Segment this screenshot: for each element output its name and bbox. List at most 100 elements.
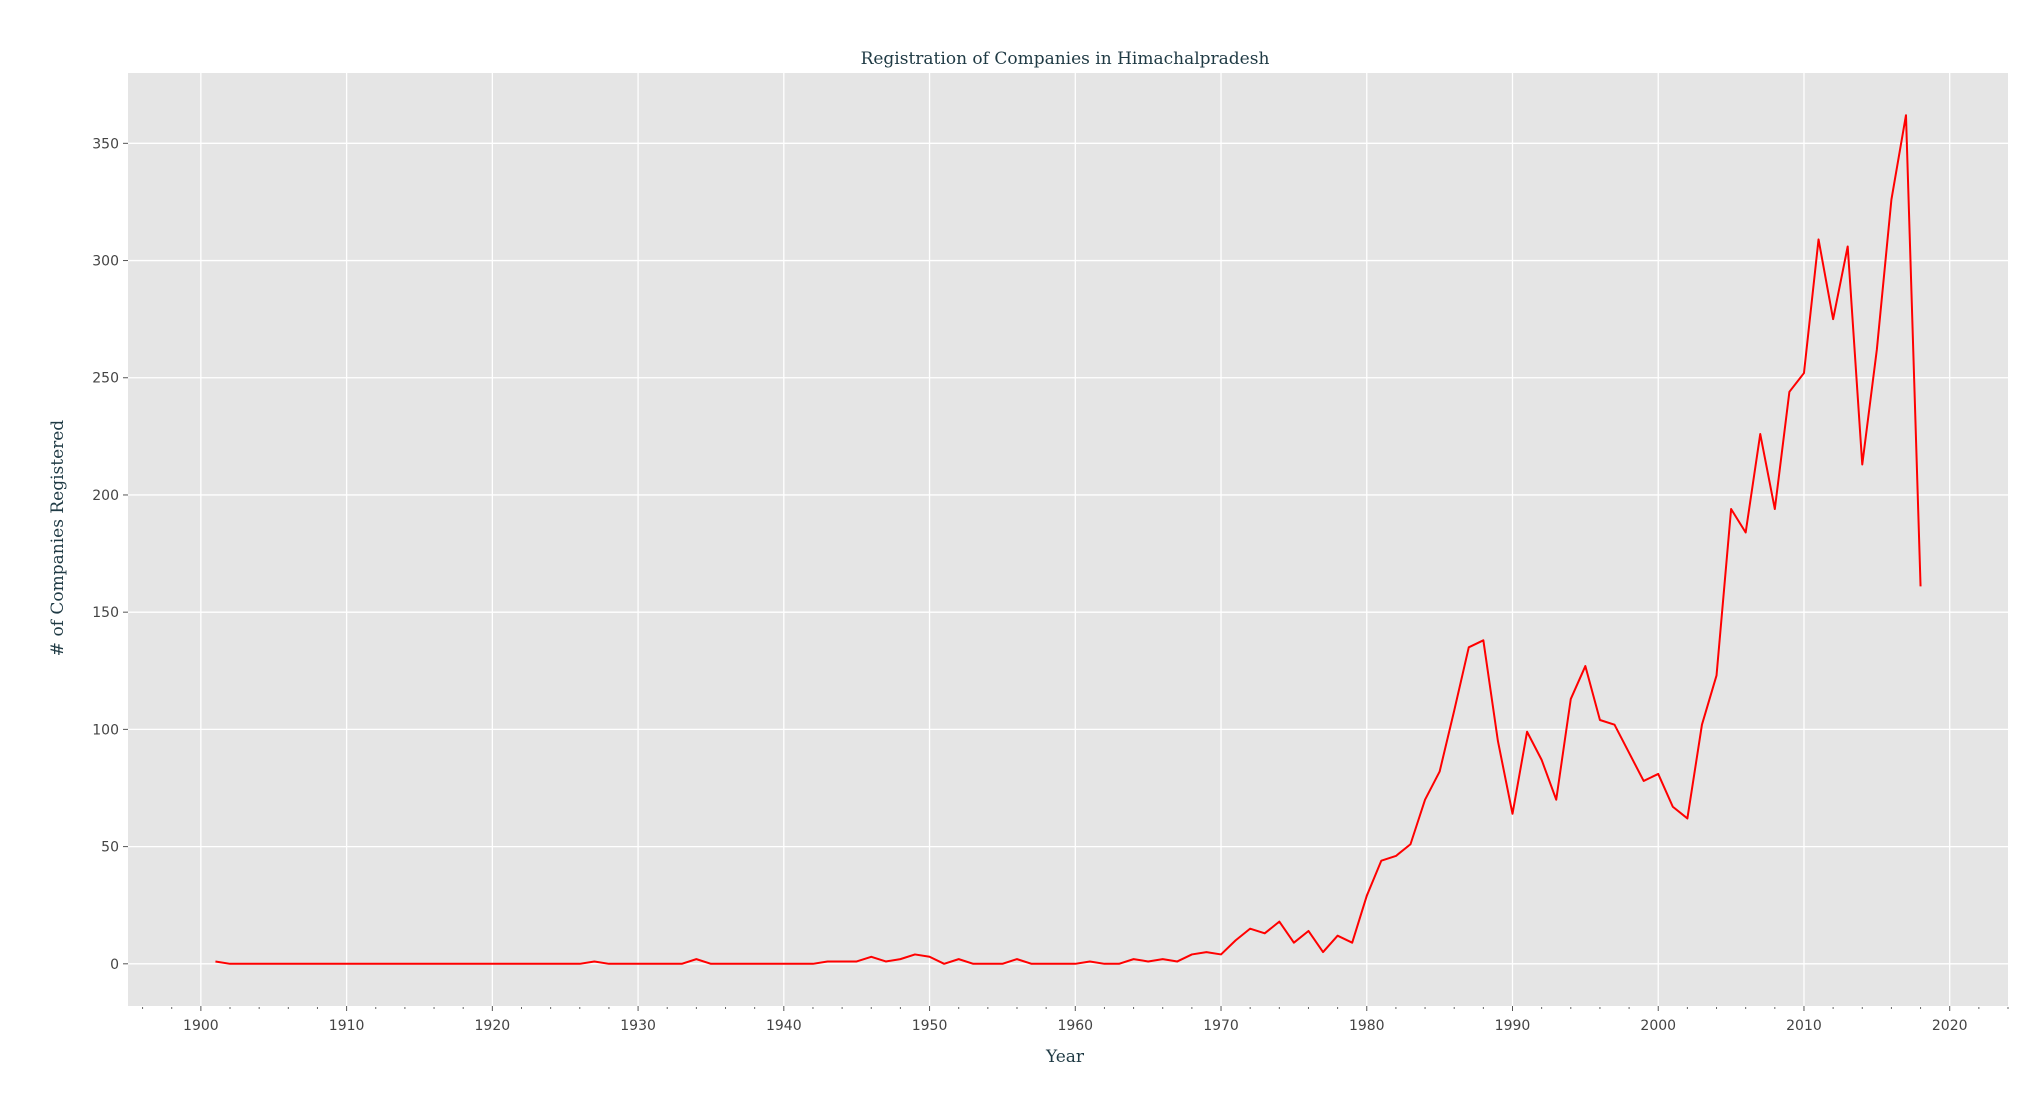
data-point xyxy=(594,961,596,963)
data-point xyxy=(1876,349,1878,351)
data-point xyxy=(1483,640,1485,642)
data-point xyxy=(1439,771,1441,773)
data-point xyxy=(375,963,377,965)
data-point xyxy=(1366,895,1368,897)
data-point xyxy=(1133,958,1135,960)
data-point xyxy=(652,963,654,965)
data-point xyxy=(1526,731,1528,733)
x-tick-label: 1910 xyxy=(329,1018,365,1034)
data-point xyxy=(1701,724,1703,726)
series-line-0 xyxy=(215,114,1922,965)
data-point xyxy=(1002,963,1004,965)
data-point xyxy=(433,963,435,965)
data-point xyxy=(666,963,668,965)
y-tick-label: 350 xyxy=(92,136,119,152)
data-point xyxy=(360,963,362,965)
data-point xyxy=(1541,759,1543,761)
data-point xyxy=(696,958,698,960)
data-point xyxy=(1351,942,1353,944)
data-point xyxy=(1861,464,1863,466)
y-tick-label: 250 xyxy=(92,371,119,387)
data-point xyxy=(1322,951,1324,953)
data-point xyxy=(302,963,304,965)
data-point xyxy=(1235,940,1237,942)
data-point xyxy=(1759,433,1761,435)
series-layer xyxy=(215,114,1922,965)
data-point xyxy=(535,963,537,965)
x-tick-label: 1900 xyxy=(183,1018,219,1034)
data-point xyxy=(1672,806,1674,808)
data-point xyxy=(900,958,902,960)
data-point xyxy=(1016,958,1018,960)
data-point xyxy=(710,963,712,965)
data-point xyxy=(870,956,872,958)
data-point xyxy=(1395,855,1397,857)
data-point xyxy=(1191,954,1193,956)
data-point xyxy=(1453,710,1455,712)
data-point xyxy=(972,963,974,965)
data-point xyxy=(317,963,319,965)
data-point xyxy=(783,963,785,965)
data-point xyxy=(812,963,814,965)
x-tick-label: 1920 xyxy=(475,1018,511,1034)
data-point xyxy=(1657,773,1659,775)
tick-labels: 1900 1910 1920 1930 1940 1950 1960 1970 1980 1990… xyxy=(92,136,1967,1034)
data-point xyxy=(1555,799,1557,801)
data-point xyxy=(506,963,508,965)
data-point xyxy=(943,963,945,965)
data-point xyxy=(987,963,989,965)
data-point xyxy=(1249,928,1251,930)
data-point xyxy=(1585,665,1587,667)
x-tick-label: 1930 xyxy=(620,1018,656,1034)
x-axis-label: Year xyxy=(1045,1047,1085,1067)
data-point xyxy=(798,963,800,965)
data-point xyxy=(929,956,931,958)
data-point xyxy=(1279,921,1281,923)
data-point xyxy=(331,963,333,965)
data-point xyxy=(1905,114,1907,116)
data-point xyxy=(1031,963,1033,965)
data-point xyxy=(1891,199,1893,201)
data-point xyxy=(1614,724,1616,726)
chart-title: Registration of Companies in Himachalpra… xyxy=(861,49,1270,69)
data-point xyxy=(229,963,231,965)
data-point xyxy=(1570,698,1572,700)
grid-lines xyxy=(128,73,2008,1006)
data-point xyxy=(1847,246,1849,248)
data-point xyxy=(1628,752,1630,754)
data-point xyxy=(1074,963,1076,965)
data-point xyxy=(1599,719,1601,721)
data-point xyxy=(1293,942,1295,944)
data-point xyxy=(754,963,756,965)
y-axis-label: # of Companies Registered xyxy=(48,420,68,657)
data-point xyxy=(1745,532,1747,534)
data-point xyxy=(1089,961,1091,963)
data-point xyxy=(1337,935,1339,937)
data-point xyxy=(739,963,741,965)
data-point xyxy=(1818,239,1820,241)
x-tick-label: 1980 xyxy=(1349,1018,1385,1034)
x-tick-label: 2000 xyxy=(1640,1018,1676,1034)
data-point xyxy=(579,963,581,965)
data-point xyxy=(244,963,246,965)
data-point xyxy=(273,963,275,965)
y-tick-label: 150 xyxy=(92,605,119,621)
data-point xyxy=(608,963,610,965)
data-point xyxy=(550,963,552,965)
data-point xyxy=(768,963,770,965)
data-point xyxy=(914,954,916,956)
data-point xyxy=(1920,586,1922,588)
data-point xyxy=(215,961,217,963)
data-point xyxy=(419,963,421,965)
data-point xyxy=(404,963,406,965)
data-point xyxy=(564,963,566,965)
data-point xyxy=(346,963,348,965)
x-tick-label: 1960 xyxy=(1057,1018,1093,1034)
data-point xyxy=(725,963,727,965)
data-point xyxy=(258,963,260,965)
data-point xyxy=(390,963,392,965)
data-point xyxy=(1687,818,1689,820)
data-point xyxy=(1118,963,1120,965)
data-point xyxy=(1424,799,1426,801)
